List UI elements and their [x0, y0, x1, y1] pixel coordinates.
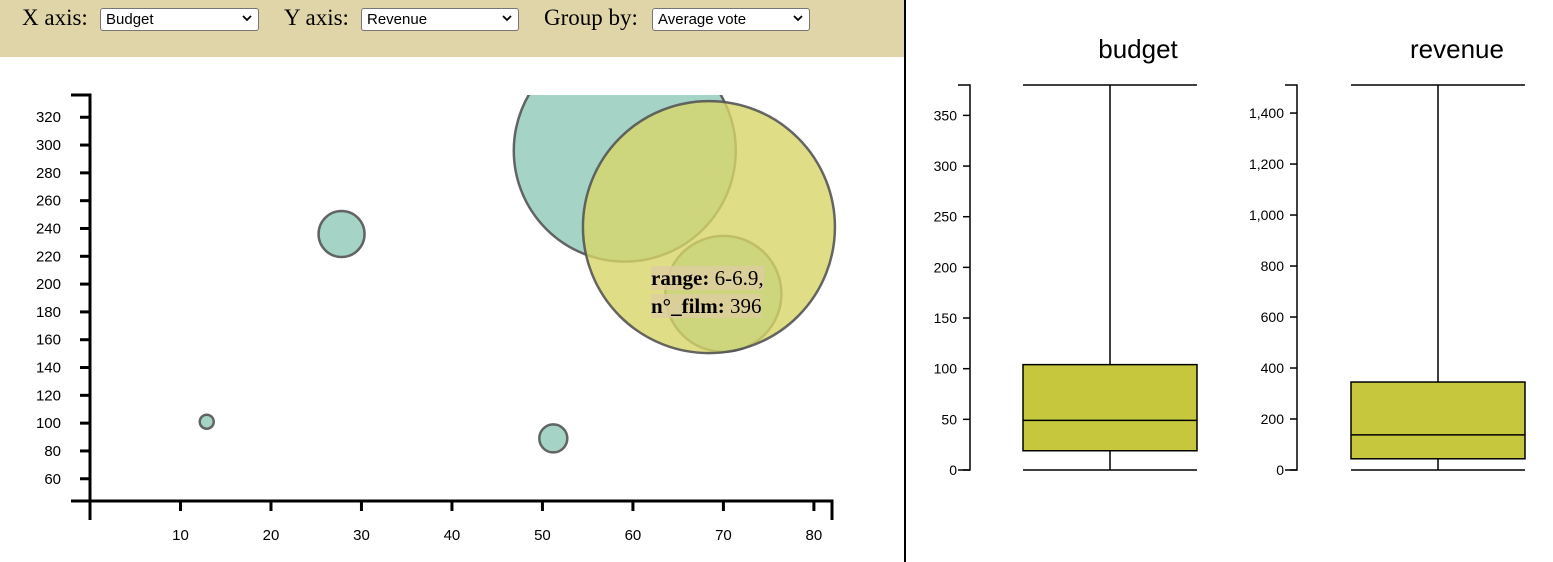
scatter-y-tick-label: 240	[36, 220, 61, 237]
group-by-label: Group by:	[544, 5, 638, 30]
scatter-x-axis-line	[88, 499, 834, 520]
scatter-x-tick-label: 50	[534, 527, 551, 544]
box-y-tick-label: 300	[934, 158, 958, 174]
x-axis-label: X axis:	[22, 5, 88, 30]
box-y-tick-label: 1,000	[1249, 207, 1284, 223]
box-y-tick-label: 1,200	[1249, 156, 1284, 172]
box-y-axis: 0 200 400 600 800 1,000 1,200 1,400	[1249, 84, 1298, 478]
box-y-tick-label: 1,400	[1249, 105, 1284, 121]
controls-bar: X axis: Budget Y axis: Revenue Group by:…	[0, 0, 904, 57]
chevron-down-icon	[793, 15, 803, 22]
scatter-x-tick-label: 20	[263, 527, 280, 544]
scatter-points	[198, 95, 837, 454]
x-axis-select[interactable]: Budget	[100, 8, 259, 31]
box-y-tick-label: 100	[934, 361, 958, 377]
box-y-tick-label: 400	[1261, 360, 1285, 376]
tooltip-range-value: 6-6.9,	[714, 266, 764, 290]
box-y-axis-line	[958, 84, 971, 471]
scatter-y-tick-label: 160	[36, 332, 61, 349]
scatter-point	[198, 413, 215, 430]
scatter-x-tick-label: 30	[353, 527, 370, 544]
tooltip-count-value: 396	[729, 294, 762, 318]
box-y-tick-label: 200	[1261, 411, 1285, 427]
box-plot-revenue: revenue 0 200 400 600 800 1,000 1,200 1,400	[1249, 34, 1526, 478]
scatter-y-tick-label: 220	[36, 248, 61, 265]
scatter-point	[538, 423, 569, 454]
box-y-tick-label: 50	[941, 411, 957, 427]
box-y-tick-label: 150	[934, 310, 958, 326]
scatter-x-tick-label: 60	[625, 527, 642, 544]
scatter-y-tick-label: 280	[36, 165, 61, 182]
group-by-select[interactable]: Average vote	[652, 8, 810, 31]
group-by-select-value: Average vote	[658, 11, 747, 28]
y-axis-label: Y axis:	[284, 5, 349, 30]
box-plot-title: revenue	[1410, 34, 1504, 64]
scatter-x-axis: 10 20 30 40 50 60 70 80	[88, 499, 834, 544]
scatter-y-tick-label: 260	[36, 193, 61, 210]
box-y-tick-label: 0	[1276, 462, 1284, 478]
scatter-y-tick-label: 80	[44, 443, 61, 460]
panel-divider	[904, 0, 906, 562]
box-iqr	[1022, 363, 1198, 452]
scatter-y-tick-label: 120	[36, 387, 61, 404]
x-axis-select-value: Budget	[106, 11, 154, 28]
y-axis-select-value: Revenue	[367, 11, 428, 28]
box-plots: budget 0 50 100 150 200 250 300 350 revenue 0 200 40…	[934, 34, 1526, 478]
tooltip-count-key: n°_film:	[651, 294, 725, 318]
box-y-axis-line	[1285, 84, 1298, 471]
box-y-axis: 0 50 100 150 200 250 300 350	[934, 84, 971, 478]
scatter-y-tick-label: 320	[36, 109, 61, 126]
box-plot-title: budget	[1098, 34, 1178, 64]
box-plot-budget: budget 0 50 100 150 200 250 300 350	[934, 34, 1198, 478]
tooltip: range: 6-6.9, n°_film: 396	[651, 264, 785, 320]
scatter-x-tick-label: 40	[444, 527, 461, 544]
box-iqr	[1350, 381, 1526, 460]
scatter-y-tick-label: 180	[36, 304, 61, 321]
scatter-y-tick-label: 300	[36, 137, 61, 154]
box-y-tick-label: 200	[934, 259, 958, 275]
tooltip-range-key: range:	[651, 266, 710, 290]
box-y-tick-label: 350	[934, 107, 958, 123]
box-y-tick-label: 0	[949, 462, 957, 478]
scatter-point	[512, 95, 737, 263]
scatter-y-axis: 60 80 100 120 140 160 180 200 220 240 260 280 300 320	[36, 93, 92, 503]
scatter-x-tick-label: 80	[806, 527, 823, 544]
scatter-y-tick-label: 140	[36, 360, 61, 377]
chevron-down-icon	[242, 15, 252, 22]
scatter-point	[317, 209, 366, 259]
scatter-x-tick-label: 10	[172, 527, 189, 544]
scatter-y-axis-line	[71, 93, 92, 503]
scatter-y-tick-label: 100	[36, 415, 61, 432]
scatter-x-tick-label: 70	[715, 527, 732, 544]
box-y-tick-label: 800	[1261, 258, 1285, 274]
scatter-y-tick-label: 60	[44, 471, 61, 488]
chevron-down-icon	[502, 15, 512, 22]
box-y-tick-label: 600	[1261, 309, 1285, 325]
scatter-y-tick-label: 200	[36, 276, 61, 293]
y-axis-select[interactable]: Revenue	[361, 8, 519, 31]
box-y-tick-label: 250	[934, 209, 958, 225]
